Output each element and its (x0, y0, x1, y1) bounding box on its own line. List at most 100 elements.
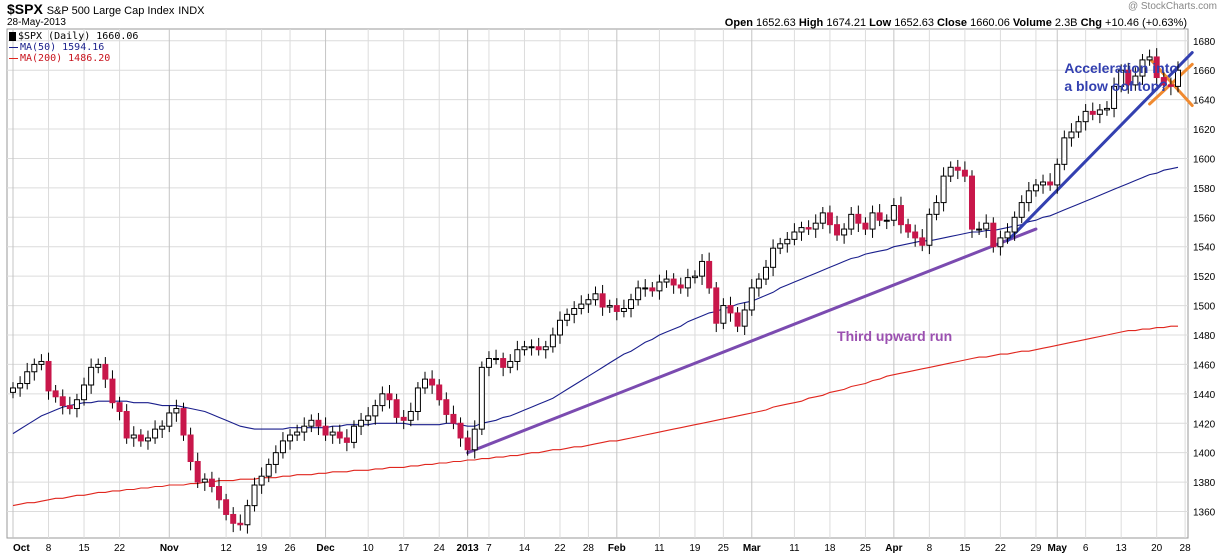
candle-body (1025, 190, 1032, 204)
candle-body (869, 212, 876, 230)
candle-body (294, 431, 301, 436)
x-tick-label: Feb (608, 543, 626, 554)
candle-body (976, 228, 983, 231)
candle-body (301, 425, 308, 433)
low-value: 1652.63 (894, 17, 934, 29)
plot-frame (6, 28, 1189, 539)
candle-body (528, 346, 535, 349)
candle-body (620, 308, 627, 312)
candle-body (699, 260, 706, 277)
candle-body (777, 243, 784, 249)
candle-body (258, 475, 265, 486)
candle-body (549, 334, 556, 348)
x-tick-label: 22 (995, 543, 1007, 554)
candle-body (798, 227, 805, 233)
x-tick-label: 22 (114, 543, 126, 554)
legend-ma50: MA(50) 1594.16 (9, 42, 104, 53)
candle-body (109, 378, 116, 404)
x-tick-label: 10 (363, 543, 375, 554)
candle-body (88, 366, 95, 386)
legend-price: $SPX (Daily) 1660.06 (9, 31, 138, 42)
candle-body (727, 305, 734, 314)
candle-body (1089, 110, 1096, 115)
candle-body (422, 378, 429, 389)
candle-body (372, 405, 379, 417)
candle-body (350, 425, 357, 443)
candle-body (1061, 137, 1068, 165)
candle-body (429, 378, 436, 386)
credit: @ StockCharts.com (1127, 1, 1217, 12)
candle-body (1018, 202, 1025, 218)
candle-body (606, 305, 613, 308)
candle-body (457, 422, 464, 439)
candle-body (251, 484, 258, 507)
candle-body (493, 358, 500, 361)
candle-body (556, 319, 563, 336)
candle-body (1139, 59, 1146, 77)
ma200-line (12, 325, 1178, 507)
candle-body (1118, 69, 1125, 87)
legend-ma200-swatch (9, 57, 18, 59)
candle-body (642, 287, 649, 290)
y-tick-label: 1620 (1193, 125, 1216, 136)
candle-body (848, 213, 855, 230)
y-tick-label: 1360 (1193, 508, 1216, 519)
candle-body (713, 287, 720, 324)
index-name: S&P 500 Large Cap Index (46, 5, 175, 17)
candle-body (912, 231, 919, 239)
x-tick-label: 11 (654, 543, 665, 554)
annotation-0: Third upward run (837, 328, 952, 344)
x-tick-label: 7 (486, 543, 492, 554)
x-tick-label: 8 (46, 543, 52, 554)
candles-group (10, 48, 1181, 534)
chg-value: +10.46 (+0.63%) (1105, 17, 1187, 29)
candle-body (1054, 163, 1061, 186)
candle-body (265, 463, 272, 477)
y-tick-label: 1380 (1193, 478, 1216, 489)
y-tick-label: 1400 (1193, 449, 1216, 460)
x-tick-label: 19 (689, 543, 701, 554)
chg-label: Chg (1080, 17, 1102, 29)
candle-body (592, 293, 599, 301)
volume-value: 2.3B (1054, 17, 1078, 29)
candle-body (876, 212, 883, 221)
x-tick-label: 22 (554, 543, 566, 554)
candle-body (997, 237, 1004, 248)
candle-body (144, 437, 151, 442)
ma200-group (12, 325, 1178, 507)
candle-body (194, 461, 201, 483)
candle-body (24, 371, 31, 385)
y-tick-label: 1640 (1193, 96, 1216, 107)
legend-ma50-text: MA(50) 1594.16 (20, 42, 105, 53)
candle-body (890, 205, 897, 221)
candle-body (1011, 216, 1018, 233)
candle-body (933, 202, 940, 215)
candle-body (17, 383, 24, 389)
candle-body (52, 390, 59, 398)
x-tick-label: 15 (959, 543, 971, 554)
candle-body (564, 313, 571, 321)
candle-body (819, 212, 826, 224)
candle-body (130, 434, 137, 439)
ma50-group (12, 166, 1179, 435)
candle-body (784, 238, 791, 245)
candle-body (137, 434, 144, 442)
candle-body (237, 522, 244, 526)
candle-body (1047, 181, 1054, 186)
y-tick-label: 1460 (1193, 360, 1216, 371)
legend-price-text: $SPX (Daily) 1660.06 (18, 31, 139, 42)
candle-body (244, 505, 251, 526)
candle-body (400, 416, 407, 421)
candle-body (514, 349, 521, 362)
candle-body (656, 281, 663, 292)
candle-body (1167, 84, 1174, 87)
candle-body (755, 278, 762, 289)
candle-body (329, 431, 336, 436)
candle-body (201, 478, 208, 483)
x-tick-label: Nov (160, 543, 179, 554)
annotation-2: a blow oof top? (1064, 78, 1167, 94)
candle-body (166, 412, 173, 427)
y-tick-label: 1500 (1193, 302, 1216, 313)
candle-body (173, 408, 180, 414)
ohlc-readout: Open 1652.63 High 1674.21 Low 1652.63 Cl… (725, 17, 1187, 29)
